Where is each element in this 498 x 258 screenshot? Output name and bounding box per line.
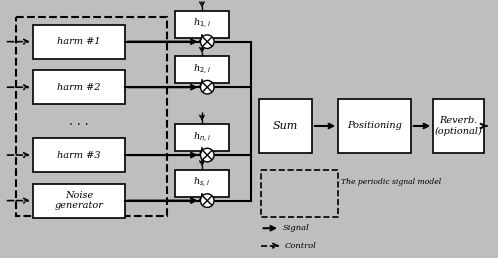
Bar [175, 124, 229, 151]
Circle shape [201, 194, 214, 207]
Text: harm #2: harm #2 [57, 83, 101, 92]
Bar [338, 99, 411, 153]
Text: Noise
generator: Noise generator [54, 191, 103, 210]
Text: h$_{2,i}$: h$_{2,i}$ [193, 63, 211, 77]
Bar [260, 170, 338, 217]
Bar [258, 99, 312, 153]
Text: h$_{n,i}$: h$_{n,i}$ [193, 131, 211, 145]
Text: harm #1: harm #1 [57, 37, 101, 46]
Bar [175, 170, 229, 197]
Text: . . .: . . . [69, 115, 89, 128]
Circle shape [201, 148, 214, 162]
Circle shape [201, 35, 214, 49]
Bar [175, 56, 229, 83]
Text: Reverb.
(optional): Reverb. (optional) [434, 116, 482, 136]
Bar [33, 70, 125, 104]
Text: Sum: Sum [273, 121, 298, 131]
Text: h$_{1,i}$: h$_{1,i}$ [193, 17, 211, 31]
Text: Signal: Signal [283, 224, 310, 232]
Bar [16, 17, 166, 216]
Bar [433, 99, 484, 153]
Bar [33, 184, 125, 217]
Text: The periodic signal model: The periodic signal model [341, 178, 441, 186]
Circle shape [201, 80, 214, 94]
Text: Positioning: Positioning [347, 122, 402, 131]
Bar [175, 11, 229, 38]
Text: Control: Control [285, 242, 317, 250]
Text: harm #3: harm #3 [57, 151, 101, 159]
Bar [33, 138, 125, 172]
Bar [33, 25, 125, 59]
Text: h$_{s,i}$: h$_{s,i}$ [193, 176, 211, 190]
